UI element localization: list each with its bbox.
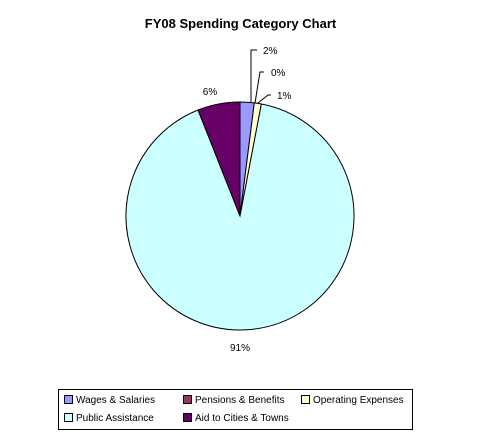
- pct-label-operating: 1%: [277, 91, 292, 102]
- legend-swatch-aid: [183, 412, 192, 422]
- legend-label-public-assistance: Public Assistance: [76, 413, 154, 424]
- legend-swatch-public-assistance: [64, 412, 73, 422]
- legend-item-operating: Operating Expenses: [301, 394, 404, 407]
- legend-item-wages: Wages & Salaries: [64, 394, 156, 407]
- legend: Wages & Salaries Pensions & Benefits Ope…: [58, 389, 413, 430]
- pct-label-public-assistance: 91%: [230, 343, 250, 354]
- legend-label-aid: Aid to Cities & Towns: [195, 413, 289, 424]
- leader-line-pensions: [254, 71, 264, 104]
- pie-chart: 2% 0% 1% 91% 6%: [125, 46, 355, 354]
- leader-line-wages: [250, 49, 257, 102]
- pct-label-wages: 2%: [263, 46, 278, 57]
- legend-item-aid: Aid to Cities & Towns: [183, 412, 289, 425]
- legend-swatch-pensions: [183, 394, 192, 404]
- legend-label-wages: Wages & Salaries: [76, 395, 156, 406]
- legend-item-pensions: Pensions & Benefits: [183, 394, 285, 407]
- leader-line-operating: [257, 94, 271, 104]
- legend-item-public-assistance: Public Assistance: [64, 412, 154, 425]
- legend-label-operating: Operating Expenses: [313, 395, 404, 406]
- pct-label-pensions: 0%: [271, 68, 286, 79]
- pct-label-aid: 6%: [203, 87, 218, 98]
- legend-swatch-operating: [301, 394, 310, 404]
- pie-slice-aid: [197, 101, 241, 217]
- chart-title: FY08 Spending Category Chart: [144, 16, 337, 31]
- legend-label-pensions: Pensions & Benefits: [195, 395, 285, 406]
- legend-swatch-wages: [64, 394, 73, 404]
- pie-slice-public-assistance: [125, 103, 355, 331]
